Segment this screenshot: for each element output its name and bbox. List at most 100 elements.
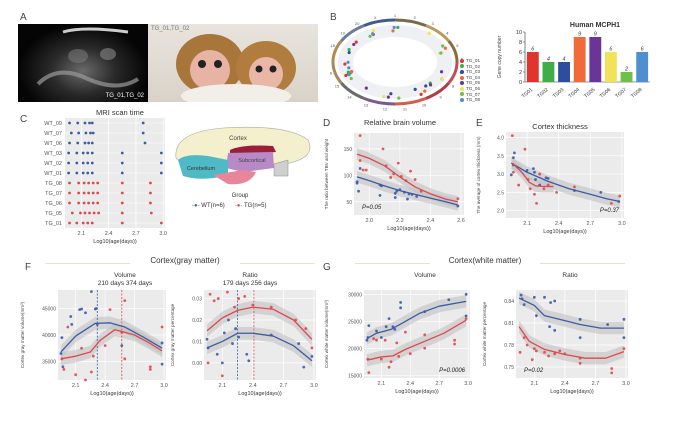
data-point-wt bbox=[533, 170, 536, 174]
bar-y-tick-label: 0 bbox=[519, 80, 522, 86]
scan-point bbox=[82, 201, 86, 205]
scan-row-label: WT_02 bbox=[44, 161, 62, 167]
scan-point bbox=[120, 171, 124, 175]
data-point-tg bbox=[387, 365, 391, 369]
data-point-tg bbox=[379, 357, 383, 361]
scan-point bbox=[68, 221, 71, 225]
x-axis-label: Log10(age(days)) bbox=[238, 391, 282, 397]
scan-point bbox=[76, 121, 80, 125]
legend-label: TG_06 bbox=[466, 85, 481, 91]
legend-label: TG_08 bbox=[466, 97, 481, 103]
confidence-band-wt bbox=[366, 295, 467, 345]
data-point-wt bbox=[599, 190, 603, 194]
scan-point bbox=[91, 191, 95, 195]
y-tick-label: 2.5 bbox=[497, 190, 504, 196]
data-point-tg bbox=[389, 176, 393, 179]
scan-point bbox=[68, 141, 71, 145]
data-point-wt bbox=[80, 307, 83, 311]
scan-point bbox=[77, 181, 81, 185]
circos-legend-item: TG_01 bbox=[460, 58, 480, 64]
p-value-annotation: P=0.0006 bbox=[439, 368, 466, 374]
fit-line-wt bbox=[510, 162, 620, 203]
data-point-tg bbox=[397, 355, 401, 358]
data-point-tg bbox=[464, 317, 468, 321]
circos-point bbox=[397, 96, 401, 100]
x-tick-label: 2.4 bbox=[406, 381, 414, 387]
ultrasound-image: TG_01,TG_02 bbox=[18, 24, 148, 102]
data-point-wt bbox=[205, 337, 209, 341]
data-point-tg bbox=[517, 183, 521, 187]
data-point-wt bbox=[231, 342, 234, 345]
circos-point bbox=[439, 70, 444, 74]
scan-point bbox=[97, 211, 101, 215]
scan-point bbox=[82, 181, 86, 185]
data-point-tg bbox=[160, 325, 164, 329]
circos-point bbox=[347, 47, 351, 52]
panel-g-letter: G bbox=[323, 262, 331, 273]
x-tick-label: 2.4 bbox=[101, 383, 109, 389]
scan-point bbox=[67, 151, 71, 155]
circos-point bbox=[352, 42, 356, 47]
scan-chart-title: MRI scan time bbox=[96, 108, 144, 117]
data-point-tg bbox=[532, 347, 536, 351]
data-point-tg bbox=[361, 168, 365, 172]
g-vol-title: Volume bbox=[414, 272, 436, 279]
white-matter-volume-chart: 15000 20000 25000 30000 2.1 2.4 2.7 3.0 Log10(ag… bbox=[324, 290, 472, 395]
data-point-tg bbox=[555, 190, 558, 194]
data-point-tg bbox=[423, 333, 427, 337]
legend-label: TG_03 bbox=[466, 69, 481, 75]
y-tick-label: 0.02 bbox=[192, 318, 202, 324]
y-tick-label: 0.01 bbox=[192, 339, 202, 345]
scan-point bbox=[92, 211, 96, 215]
bar-tg05 bbox=[589, 37, 602, 82]
y-tick-label: 2.0 bbox=[497, 209, 504, 215]
legend-dot bbox=[460, 81, 464, 86]
scan-row-label: WT_07 bbox=[44, 131, 62, 137]
bar-y-axis-label: Gene copy number bbox=[497, 35, 503, 78]
data-point-tg bbox=[456, 197, 460, 200]
scan-row-label: TG_01 bbox=[45, 221, 62, 227]
bar-chart-title: Human MCPH1 bbox=[569, 22, 621, 29]
scan-point bbox=[90, 171, 94, 175]
data-point-tg bbox=[534, 349, 538, 353]
p-value-annotation: P=0.05 bbox=[362, 205, 382, 211]
circos-point bbox=[343, 62, 347, 66]
legend-dot bbox=[460, 64, 464, 69]
data-point-wt bbox=[61, 365, 65, 369]
x-tick-label: 3.0 bbox=[464, 381, 472, 387]
data-point-tg bbox=[358, 134, 362, 138]
e-chart-title: Cortex thickness bbox=[532, 122, 588, 131]
chromosome-arc bbox=[394, 96, 427, 106]
scan-point bbox=[159, 161, 163, 165]
legend-tg-label: TG(n=5) bbox=[244, 203, 267, 209]
data-point-wt bbox=[378, 194, 382, 197]
y-tick-label: 3.5 bbox=[497, 154, 504, 160]
scan-point bbox=[77, 131, 81, 135]
x-axis-label: Log10(age(days)) bbox=[550, 389, 594, 395]
circos-legend-item: TG_03 bbox=[460, 69, 480, 75]
data-point-tg bbox=[372, 337, 376, 340]
y-tick-label: 3.0 bbox=[497, 172, 504, 178]
y-tick-label: 100 bbox=[344, 173, 353, 179]
scan-point bbox=[87, 181, 91, 185]
scan-row-label: TG_06 bbox=[45, 201, 62, 207]
data-point-wt bbox=[367, 324, 371, 328]
data-point-wt bbox=[245, 352, 249, 356]
data-point-wt bbox=[606, 323, 610, 326]
bar-value-label: 4 bbox=[547, 57, 550, 63]
scan-point bbox=[120, 181, 124, 185]
data-point-tg bbox=[389, 360, 393, 364]
data-point-tg bbox=[237, 297, 241, 300]
panel-a-letter: A bbox=[20, 12, 27, 23]
chromosome-arc bbox=[363, 96, 396, 106]
scan-point bbox=[67, 171, 71, 175]
data-point-wt bbox=[59, 352, 63, 355]
scan-point bbox=[81, 171, 85, 175]
scan-x-tick-label: 2.7 bbox=[132, 231, 140, 237]
chromosome-arc bbox=[340, 24, 365, 43]
data-point-wt bbox=[393, 191, 397, 195]
data-point-tg bbox=[62, 368, 66, 371]
y-tick-label: 40000 bbox=[42, 333, 56, 339]
y-axis-label: Cortex white matter percentage bbox=[482, 302, 487, 367]
x-tick-label: 3.0 bbox=[160, 383, 168, 389]
